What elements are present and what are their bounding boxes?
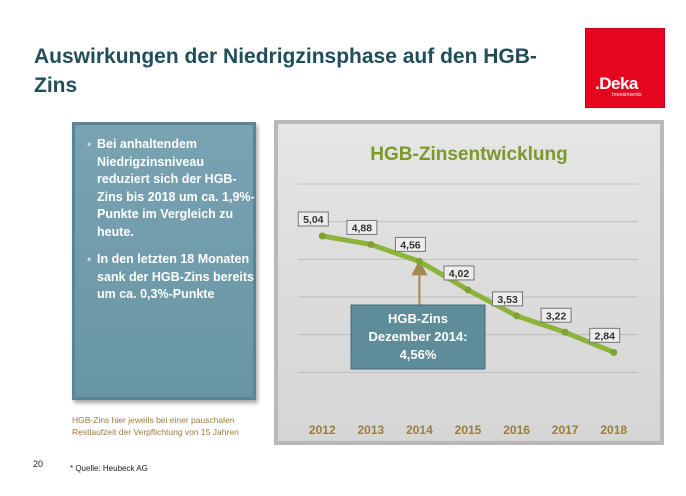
- callout-line1: HGB-Zins: [388, 311, 448, 326]
- bullet-item: • In den letzten 18 Monaten sank der HGB…: [87, 251, 257, 304]
- data-label: 3,53: [497, 294, 518, 306]
- data-point: [367, 240, 375, 248]
- data-point: [610, 348, 618, 356]
- bullet-text: Bei anhaltendem Niedrigzinsniveau reduzi…: [97, 137, 255, 239]
- x-tick-label: 2013: [358, 423, 385, 437]
- callout-box: [350, 304, 486, 370]
- data-point: [561, 328, 569, 336]
- chart-panel: [274, 120, 664, 445]
- data-label: 2,84: [594, 330, 615, 342]
- deka-logo: .Deka Investments: [585, 28, 665, 108]
- data-point: [318, 232, 326, 240]
- data-point: [415, 257, 423, 265]
- x-tick-label: 2017: [552, 423, 579, 437]
- data-label-box: [394, 236, 426, 252]
- data-label: 5,04: [303, 214, 324, 226]
- data-point: [513, 312, 521, 320]
- bullet-item: • Bei anhaltendem Niedrigzinsniveau redu…: [87, 136, 257, 241]
- bullet-dot-icon: •: [87, 137, 92, 151]
- footnote: HGB-Zins hier jeweils bei einer pauschal…: [72, 414, 272, 438]
- callout-line3: 4,56%: [400, 347, 437, 362]
- data-label-box: [540, 307, 572, 323]
- callout-line2: Dezember 2014:: [369, 329, 468, 344]
- data-label-box: [443, 265, 475, 281]
- x-tick-label: 2014: [406, 423, 433, 437]
- footnote-line: Restlaufzeit der Verpflichtung von 15 Ja…: [72, 427, 239, 437]
- data-label-box: [492, 291, 524, 307]
- data-label: 4,02: [449, 268, 470, 280]
- data-label: 4,56: [400, 239, 421, 251]
- footnote-line: HGB-Zins hier jeweils bei einer pauschal…: [72, 415, 235, 425]
- bullet-dot-icon: •: [87, 252, 92, 266]
- data-point: [464, 286, 472, 294]
- x-tick-label: 2016: [503, 423, 530, 437]
- summary-bullets: • Bei anhaltendem Niedrigzinsniveau redu…: [87, 136, 257, 314]
- chart-title: HGB-Zinsentwicklung: [370, 144, 567, 165]
- data-label-box: [297, 211, 329, 227]
- x-tick-label: 2012: [309, 423, 336, 437]
- data-label: 3,22: [546, 310, 567, 322]
- summary-box: [72, 122, 256, 400]
- x-tick-label: 2018: [600, 423, 627, 437]
- x-tick-label: 2015: [455, 423, 482, 437]
- data-label: 4,88: [352, 222, 373, 234]
- bullet-text: In den letzten 18 Monaten sank der HGB-Z…: [97, 252, 254, 301]
- data-label-box: [589, 327, 621, 343]
- data-label-box: [346, 219, 378, 235]
- slide-title: Auswirkungen der Niedrigzinsphase auf de…: [34, 45, 537, 97]
- source-note: * Quelle: Heubeck AG: [70, 464, 148, 473]
- logo-brand-text: .Deka: [595, 74, 638, 93]
- page-number: 20: [33, 459, 44, 469]
- logo-subtext: Investments: [612, 92, 642, 98]
